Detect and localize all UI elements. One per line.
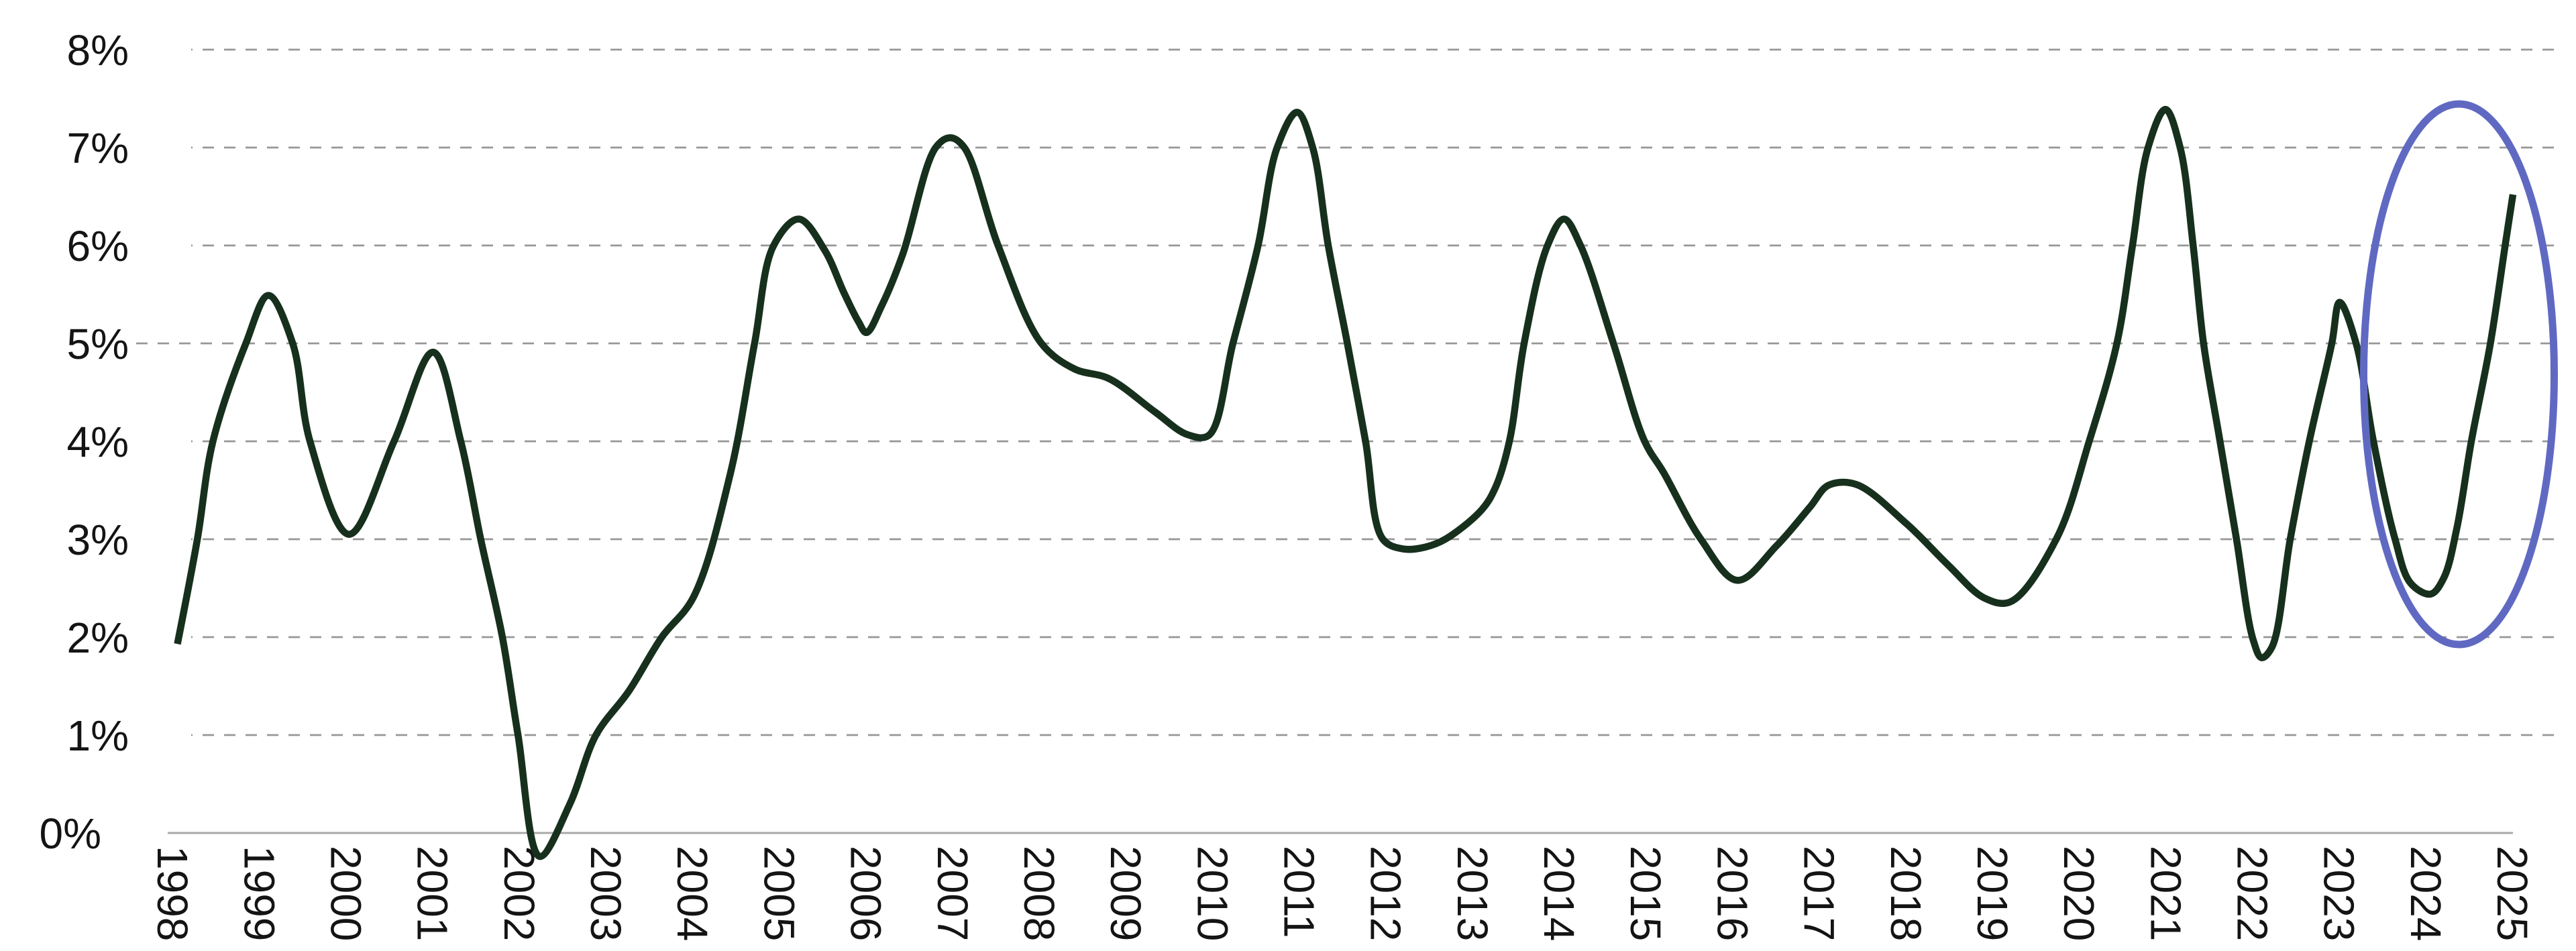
svg-text:2008: 2008	[1015, 846, 1063, 941]
svg-text:2011: 2011	[1275, 846, 1324, 938]
svg-text:2005: 2005	[755, 846, 803, 941]
svg-text:2010: 2010	[1188, 846, 1236, 941]
svg-text:2020: 2020	[2055, 846, 2103, 941]
svg-text:2006: 2006	[842, 846, 890, 941]
svg-text:4%: 4%	[67, 418, 129, 466]
svg-text:2016: 2016	[1708, 846, 1756, 941]
svg-text:2019: 2019	[1968, 846, 2017, 941]
svg-text:2025: 2025	[2488, 846, 2536, 941]
svg-text:1998: 1998	[148, 846, 197, 941]
svg-text:2018: 2018	[1882, 846, 1930, 941]
svg-text:2007: 2007	[928, 846, 977, 941]
svg-text:2021: 2021	[2141, 846, 2190, 941]
svg-text:2013: 2013	[1448, 846, 1497, 941]
svg-text:2017: 2017	[1795, 846, 1843, 941]
svg-text:2%: 2%	[67, 614, 129, 662]
svg-text:1%: 1%	[67, 712, 129, 760]
svg-text:1999: 1999	[235, 846, 283, 941]
svg-text:0%: 0%	[40, 809, 102, 858]
svg-text:2000: 2000	[322, 846, 370, 941]
svg-text:8%: 8%	[67, 26, 129, 74]
svg-text:2012: 2012	[1362, 846, 1410, 941]
svg-text:2015: 2015	[1621, 846, 1670, 941]
svg-text:5%: 5%	[67, 320, 129, 368]
svg-text:2014: 2014	[1535, 846, 1583, 941]
svg-text:2024: 2024	[2402, 846, 2450, 941]
svg-text:3%: 3%	[67, 516, 129, 564]
svg-text:2009: 2009	[1102, 846, 1150, 941]
svg-text:7%: 7%	[67, 124, 129, 172]
svg-text:2002: 2002	[495, 846, 543, 941]
svg-text:2003: 2003	[582, 846, 630, 941]
svg-text:6%: 6%	[67, 222, 129, 270]
svg-text:2023: 2023	[2315, 846, 2363, 941]
svg-text:2022: 2022	[2229, 846, 2277, 941]
svg-text:2001: 2001	[409, 846, 457, 941]
svg-text:2004: 2004	[668, 846, 716, 941]
